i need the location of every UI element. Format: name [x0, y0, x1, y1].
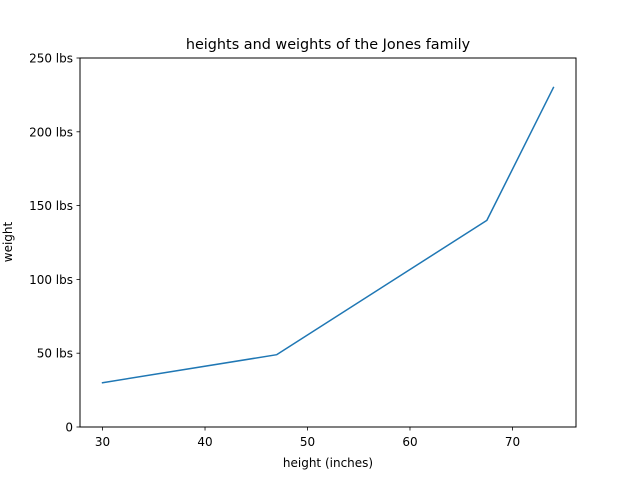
y-tick-label: 100 lbs — [29, 273, 73, 287]
x-tick-label: 50 — [300, 435, 315, 449]
x-tick-label: 40 — [197, 435, 212, 449]
x-axis-label: height (inches) — [283, 456, 373, 470]
chart-title: heights and weights of the Jones family — [186, 37, 471, 53]
y-tick-label: 250 lbs — [29, 52, 73, 66]
y-axis-label: weight — [1, 221, 15, 262]
x-tick-label: 60 — [402, 435, 417, 449]
x-axis: 30 40 50 60 70 — [95, 427, 520, 449]
axes-frame — [79, 57, 577, 428]
y-axis: 0 50 lbs 100 lbs 150 lbs 200 lbs 250 lbs — [29, 52, 80, 435]
y-tick-label: 200 lbs — [29, 125, 73, 139]
plot-area — [101, 86, 555, 384]
x-tick-label: 30 — [95, 435, 110, 449]
x-tick-label: 70 — [505, 435, 520, 449]
y-tick-label: 150 lbs — [29, 199, 73, 213]
series-line-1 — [101, 86, 555, 384]
y-tick-label: 50 lbs — [37, 347, 73, 361]
y-tick-label: 0 — [65, 421, 73, 435]
